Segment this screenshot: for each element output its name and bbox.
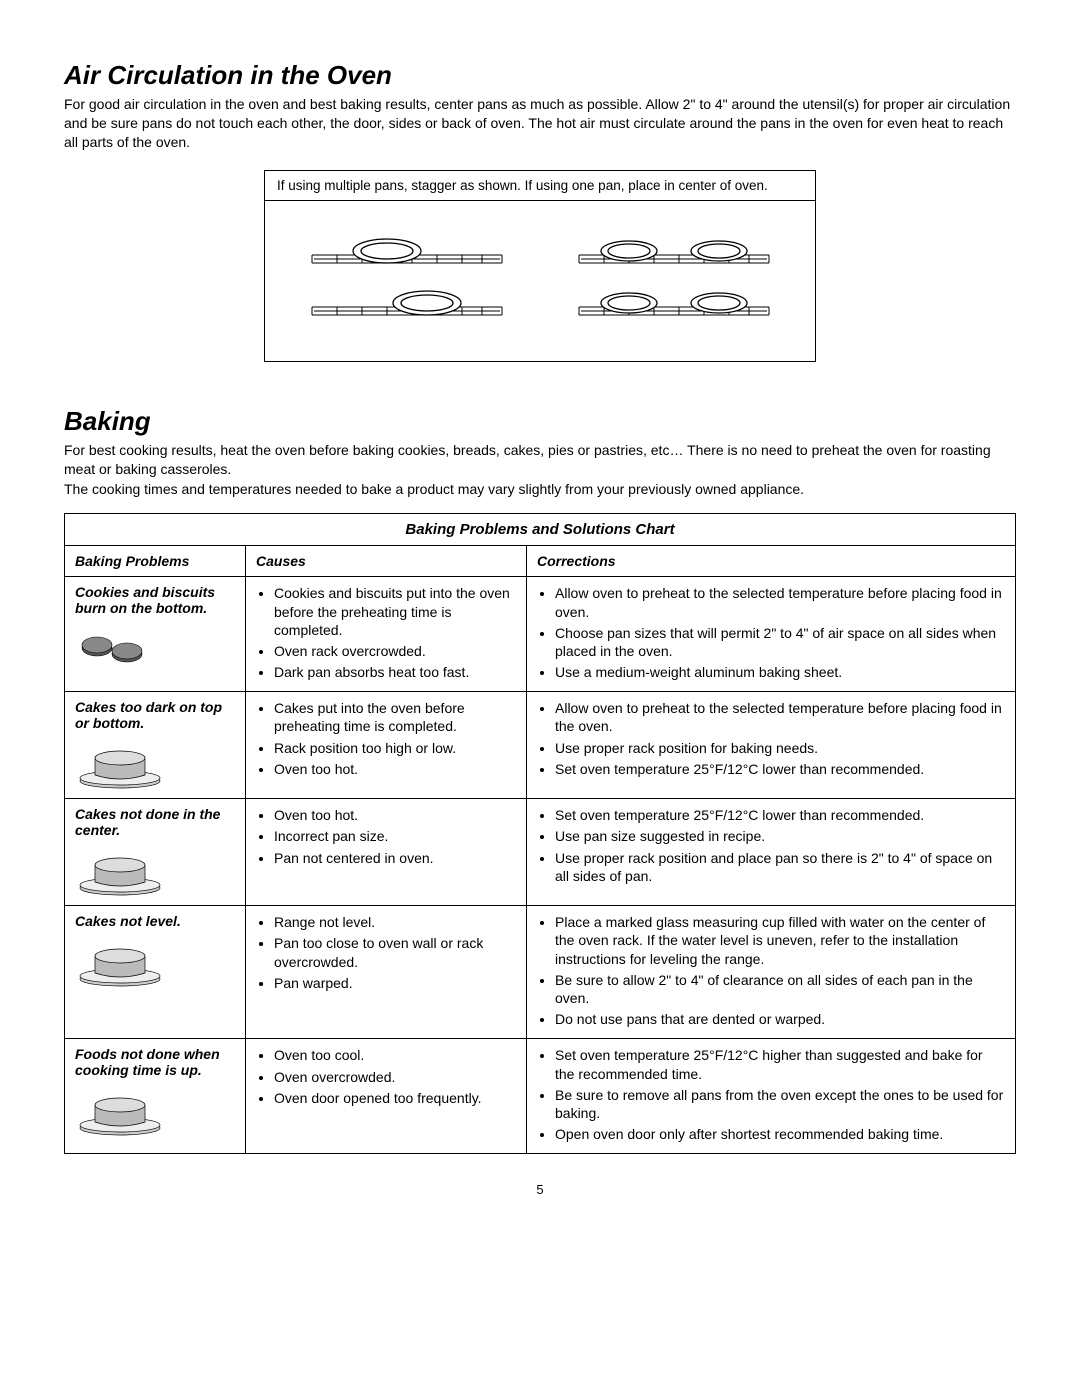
- causes-cell: Oven too hot. Incorrect pan size. Pan not …: [246, 799, 527, 906]
- list-item: Pan not centered in oven.: [274, 849, 516, 867]
- list-item: Allow oven to preheat to the selected te…: [555, 699, 1005, 735]
- cake-icon: [75, 848, 165, 898]
- problem-label: Cakes not level.: [75, 913, 235, 929]
- list-item: Oven too hot.: [274, 760, 516, 778]
- problem-cell: Cakes too dark on top or bottom.: [65, 692, 246, 799]
- list-item: Open oven door only after shortest recom…: [555, 1125, 1005, 1143]
- list-item: Oven overcrowded.: [274, 1068, 516, 1086]
- diagram-area: [265, 201, 815, 361]
- list-item: Set oven temperature 25°F/12°C lower tha…: [555, 806, 1005, 824]
- baking-chart: Baking Problems and Solutions Chart Baki…: [64, 513, 1016, 1154]
- causes-cell: Cakes put into the oven before preheatin…: [246, 692, 527, 799]
- list-item: Cookies and biscuits put into the oven b…: [274, 584, 516, 639]
- page-number: 5: [64, 1182, 1016, 1197]
- list-item: Cakes put into the oven before preheatin…: [274, 699, 516, 735]
- list-item: Set oven temperature 25°F/12°C lower tha…: [555, 760, 1005, 778]
- oven-rack-left-icon: [302, 215, 512, 345]
- causes-cell: Cookies and biscuits put into the oven b…: [246, 577, 527, 692]
- table-row: Cakes too dark on top or bottom. Cakes p…: [65, 692, 1016, 799]
- problem-cell: Cakes not done in the center.: [65, 799, 246, 906]
- list-item: Set oven temperature 25°F/12°C higher th…: [555, 1046, 1005, 1082]
- corrections-cell: Allow oven to preheat to the selected te…: [527, 692, 1016, 799]
- problem-cell: Cakes not level.: [65, 906, 246, 1039]
- cake-icon: [75, 1088, 165, 1138]
- corrections-cell: Place a marked glass measuring cup fille…: [527, 906, 1016, 1039]
- list-item: Range not level.: [274, 913, 516, 931]
- cake-icon: [75, 939, 165, 989]
- list-item: Choose pan sizes that will permit 2" to …: [555, 624, 1005, 660]
- problem-label: Foods not done when cooking time is up.: [75, 1046, 235, 1078]
- cake-icon: [75, 741, 165, 791]
- list-item: Oven door opened too frequently.: [274, 1089, 516, 1107]
- list-item: Oven rack overcrowded.: [274, 642, 516, 660]
- chart-header-causes: Causes: [246, 546, 527, 577]
- problem-label: Cookies and biscuits burn on the bottom.: [75, 584, 235, 616]
- table-row: Cookies and biscuits burn on the bottom.…: [65, 577, 1016, 692]
- corrections-cell: Set oven temperature 25°F/12°C lower tha…: [527, 799, 1016, 906]
- oven-rack-right-icon: [569, 215, 779, 345]
- chart-header-problems: Baking Problems: [65, 546, 246, 577]
- list-item: Pan too close to oven wall or rack overc…: [274, 934, 516, 970]
- cookies-icon: [75, 626, 155, 666]
- problem-label: Cakes not done in the center.: [75, 806, 235, 838]
- list-item: Oven too cool.: [274, 1046, 516, 1064]
- table-row: Cakes not level. Range not level. Pan too…: [65, 906, 1016, 1039]
- list-item: Allow oven to preheat to the selected te…: [555, 584, 1005, 620]
- list-item: Be sure to remove all pans from the oven…: [555, 1086, 1005, 1122]
- list-item: Use proper rack position for baking need…: [555, 739, 1005, 757]
- table-row: Foods not done when cooking time is up. …: [65, 1039, 1016, 1154]
- diagram-caption: If using multiple pans, stagger as shown…: [265, 171, 815, 201]
- section2-para2: The cooking times and temperatures neede…: [64, 480, 1016, 499]
- list-item: Do not use pans that are dented or warpe…: [555, 1010, 1005, 1028]
- section2-title: Baking: [64, 406, 1016, 437]
- chart-header-corrections: Corrections: [527, 546, 1016, 577]
- corrections-cell: Set oven temperature 25°F/12°C higher th…: [527, 1039, 1016, 1154]
- chart-title: Baking Problems and Solutions Chart: [65, 514, 1016, 546]
- list-item: Use pan size suggested in recipe.: [555, 827, 1005, 845]
- section2-para1: For best cooking results, heat the oven …: [64, 441, 1016, 479]
- list-item: Place a marked glass measuring cup fille…: [555, 913, 1005, 968]
- list-item: Be sure to allow 2" to 4" of clearance o…: [555, 971, 1005, 1007]
- causes-cell: Oven too cool. Oven overcrowded. Oven door…: [246, 1039, 527, 1154]
- list-item: Use a medium-weight aluminum baking shee…: [555, 663, 1005, 681]
- problem-label: Cakes too dark on top or bottom.: [75, 699, 235, 731]
- list-item: Use proper rack position and place pan s…: [555, 849, 1005, 885]
- list-item: Oven too hot.: [274, 806, 516, 824]
- list-item: Dark pan absorbs heat too fast.: [274, 663, 516, 681]
- table-row: Cakes not done in the center. Oven too h…: [65, 799, 1016, 906]
- corrections-cell: Allow oven to preheat to the selected te…: [527, 577, 1016, 692]
- list-item: Pan warped.: [274, 974, 516, 992]
- list-item: Incorrect pan size.: [274, 827, 516, 845]
- list-item: Rack position too high or low.: [274, 739, 516, 757]
- problem-cell: Foods not done when cooking time is up.: [65, 1039, 246, 1154]
- causes-cell: Range not level. Pan too close to oven wa…: [246, 906, 527, 1039]
- section1-para: For good air circulation in the oven and…: [64, 95, 1016, 152]
- problem-cell: Cookies and biscuits burn on the bottom.: [65, 577, 246, 692]
- section1-title: Air Circulation in the Oven: [64, 60, 1016, 91]
- diagram-box: If using multiple pans, stagger as shown…: [264, 170, 816, 362]
